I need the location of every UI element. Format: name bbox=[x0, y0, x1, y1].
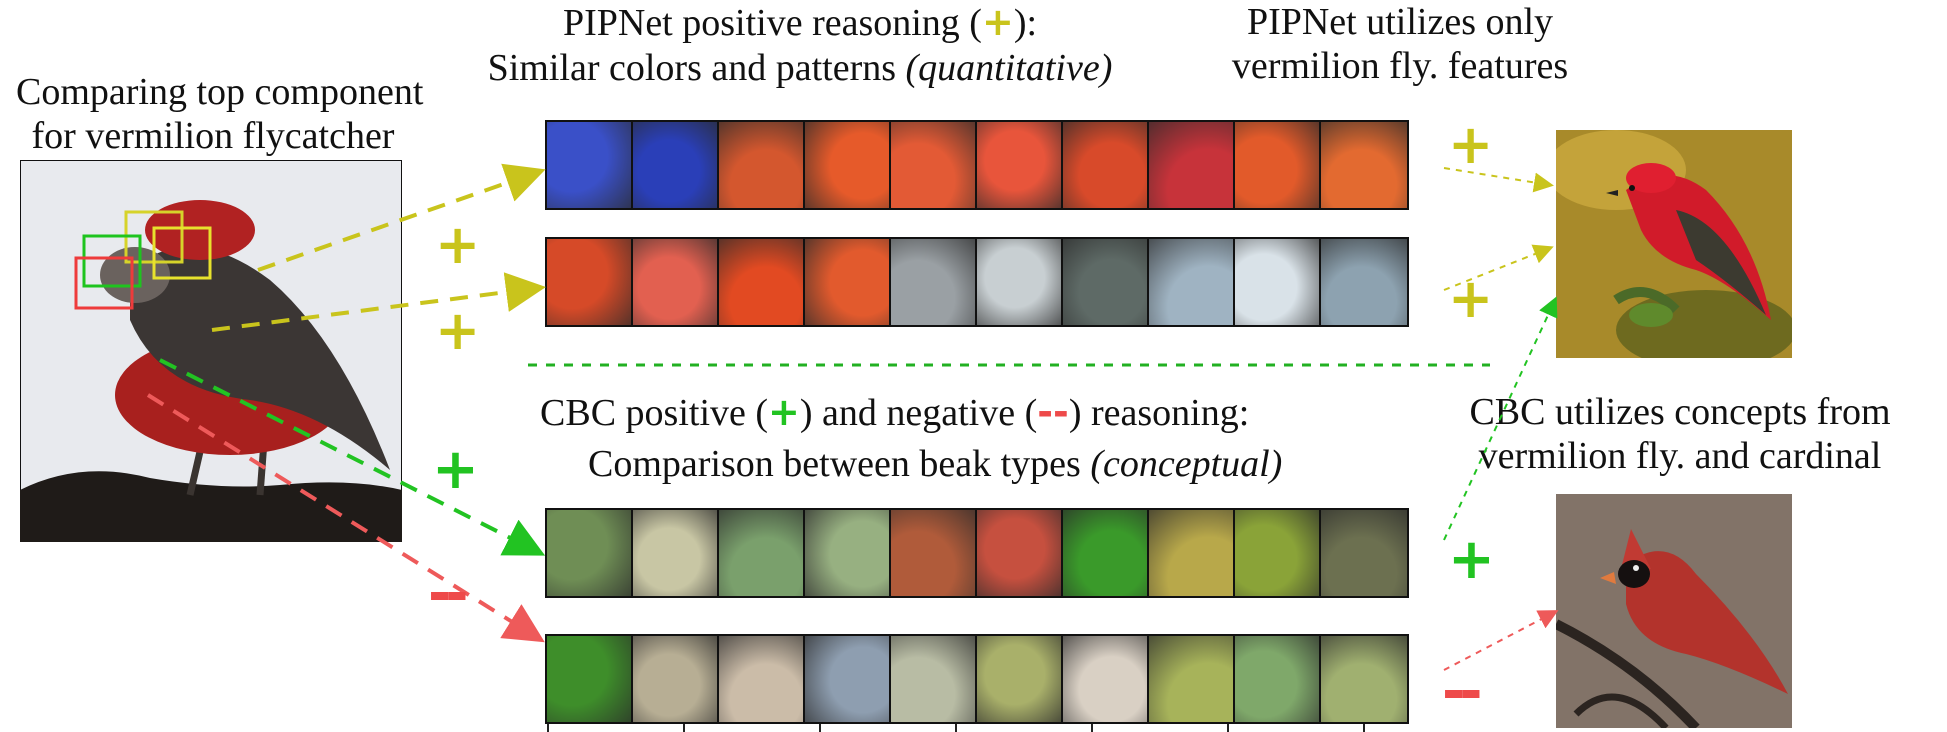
arrow-cbc-negative-to-cardinal bbox=[1443, 610, 1559, 671]
prototype-patch bbox=[1235, 636, 1321, 722]
axis-tick bbox=[955, 724, 957, 732]
prototype-patch bbox=[1235, 510, 1321, 596]
pipnet-prototype-strip-1 bbox=[545, 120, 1409, 210]
prototype-patch bbox=[719, 636, 805, 722]
cbc-subheading-text: Comparison between beak types bbox=[588, 443, 1091, 485]
prototype-patch bbox=[1063, 510, 1149, 596]
prototype-patch bbox=[1063, 636, 1149, 722]
plus-sign-yellow: + bbox=[1448, 267, 1494, 330]
axis-tick bbox=[1091, 724, 1093, 732]
prototype-patch bbox=[1321, 510, 1407, 596]
axis-tick bbox=[1227, 724, 1229, 732]
left-title-line1: Comparing top component bbox=[16, 71, 424, 113]
plus-sign-yellow: + bbox=[435, 213, 481, 276]
prototype-patch bbox=[633, 122, 719, 208]
pipnet-heading-plus: + bbox=[981, 0, 1014, 44]
prototype-patch bbox=[719, 510, 805, 596]
prototype-patch bbox=[633, 239, 719, 325]
prototype-patch bbox=[547, 636, 633, 722]
cbc-heading-plus: + bbox=[768, 390, 800, 434]
left-title-line2: for vermilion flycatcher bbox=[31, 115, 395, 157]
prototype-patch bbox=[805, 636, 891, 722]
pipnet-right-line1: PIPNet utilizes only bbox=[1246, 1, 1554, 43]
cbc-heading-mid: ) and negative ( bbox=[799, 392, 1038, 434]
prototype-patch bbox=[1063, 122, 1149, 208]
plus-sign-yellow: + bbox=[1448, 113, 1494, 176]
prototype-patch bbox=[1235, 122, 1321, 208]
prototype-patch bbox=[1149, 636, 1235, 722]
cbc-subheading: Comparison between beak types (conceptua… bbox=[540, 442, 1410, 486]
prototype-patch bbox=[891, 510, 977, 596]
arrow-to-cbc-strip-positive bbox=[159, 358, 546, 556]
pipnet-heading-close: ): bbox=[1013, 2, 1038, 44]
prototype-patch bbox=[1321, 636, 1407, 722]
axis-tick bbox=[819, 724, 821, 732]
prototype-patch bbox=[805, 122, 891, 208]
prototype-patch bbox=[633, 510, 719, 596]
prototype-patch bbox=[891, 636, 977, 722]
cbc-heading: CBC positive (+) and negative (--) reaso… bbox=[540, 390, 1410, 435]
prototype-patch bbox=[1149, 510, 1235, 596]
cbc-concept-strip-positive bbox=[545, 508, 1409, 598]
prototype-patch bbox=[547, 510, 633, 596]
prototype-patch bbox=[547, 239, 633, 325]
arrow-to-pipnet-strip-2 bbox=[211, 272, 546, 332]
cardinal-image bbox=[1556, 494, 1792, 728]
pipnet-right-caption: PIPNet utilizes only vermilion fly. feat… bbox=[1180, 0, 1620, 88]
plus-sign-green: + bbox=[432, 437, 479, 502]
cbc-right-line1: CBC utilizes concepts from bbox=[1469, 391, 1891, 433]
prototype-patch bbox=[719, 122, 805, 208]
prototype-patch bbox=[1063, 239, 1149, 325]
cbc-right-line2: vermilion fly. and cardinal bbox=[1478, 435, 1882, 477]
prototype-patch bbox=[719, 239, 805, 325]
prototype-patch bbox=[1321, 239, 1407, 325]
prototype-patch bbox=[977, 510, 1063, 596]
axis-tick bbox=[1363, 724, 1365, 732]
cbc-subheading-italic: (conceptual) bbox=[1090, 443, 1283, 485]
prototype-patch bbox=[805, 239, 891, 325]
prototype-patch bbox=[1235, 239, 1321, 325]
prototype-patch bbox=[891, 239, 977, 325]
prototype-patch bbox=[1149, 122, 1235, 208]
arrow-strip1-to-flycatcher bbox=[1443, 167, 1554, 193]
pipnet-subheading: Similar colors and patterns (quantitativ… bbox=[430, 46, 1170, 90]
axis-tick bbox=[683, 724, 685, 732]
prototype-patch bbox=[1321, 122, 1407, 208]
arrow-cbc-positive-to-flycatcher bbox=[1443, 296, 1558, 541]
input-bird-image bbox=[20, 160, 402, 542]
pipnet-subheading-text: Similar colors and patterns bbox=[487, 47, 906, 89]
pipnet-right-line2: vermilion fly. features bbox=[1231, 45, 1569, 87]
arrow-to-pipnet-strip-1 bbox=[257, 163, 546, 272]
minus-sign-red: -- bbox=[1442, 659, 1483, 724]
left-title: Comparing top component for vermilion fl… bbox=[16, 70, 424, 158]
cbc-concept-strip-negative bbox=[545, 634, 1409, 724]
prototype-patch bbox=[891, 122, 977, 208]
prototype-patch bbox=[977, 122, 1063, 208]
plus-sign-green: + bbox=[1448, 527, 1495, 592]
prototype-patch bbox=[805, 510, 891, 596]
minus-sign-red: -- bbox=[428, 561, 469, 626]
pipnet-prototype-strip-2 bbox=[545, 237, 1409, 327]
prototype-patch bbox=[977, 239, 1063, 325]
axis-tick bbox=[547, 724, 549, 732]
cbc-heading-end: ) reasoning: bbox=[1068, 392, 1250, 434]
pipnet-heading-text: PIPNet positive reasoning ( bbox=[562, 2, 982, 44]
vermilion-flycatcher-image bbox=[1556, 130, 1792, 358]
prototype-patch bbox=[1149, 239, 1235, 325]
plus-sign-yellow: + bbox=[435, 299, 481, 362]
cbc-heading-minus: -- bbox=[1037, 390, 1069, 434]
arrow-to-cbc-strip-negative bbox=[146, 393, 545, 643]
prototype-patch bbox=[977, 636, 1063, 722]
cbc-right-caption: CBC utilizes concepts from vermilion fly… bbox=[1420, 390, 1940, 478]
cbc-heading-text: CBC positive ( bbox=[540, 392, 769, 434]
prototype-patch bbox=[547, 122, 633, 208]
prototype-patch bbox=[633, 636, 719, 722]
pipnet-heading: PIPNet positive reasoning (+): bbox=[430, 0, 1170, 45]
pipnet-subheading-italic: (quantitative) bbox=[905, 47, 1113, 89]
